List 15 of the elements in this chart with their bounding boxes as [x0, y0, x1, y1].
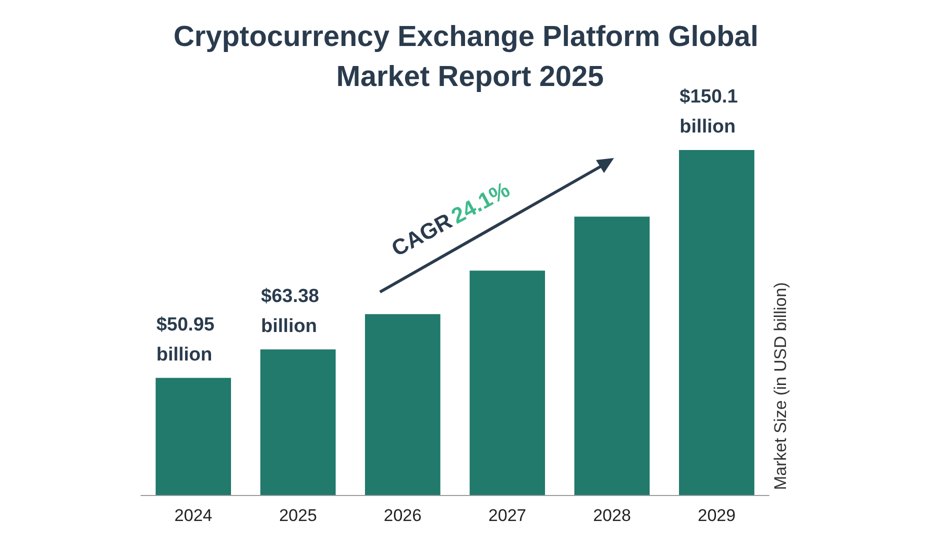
- x-tick-label: 2026: [384, 506, 422, 525]
- x-tick-label: 2024: [174, 506, 212, 525]
- data-label: $50.95 billion: [156, 314, 220, 366]
- bar: [470, 270, 546, 495]
- bar: [260, 349, 336, 495]
- bar: [574, 216, 650, 495]
- bar: [364, 314, 440, 495]
- x-tick-label: 2028: [593, 506, 631, 525]
- y-axis-title: Market Size (in USD billion): [771, 282, 790, 490]
- x-tick-label: 2029: [698, 506, 736, 525]
- x-tick-label: 2025: [279, 506, 317, 525]
- bar: [678, 150, 754, 495]
- x-tick-label: 2027: [488, 506, 526, 525]
- data-label: $63.38 billion: [261, 286, 324, 337]
- bar: [156, 378, 232, 495]
